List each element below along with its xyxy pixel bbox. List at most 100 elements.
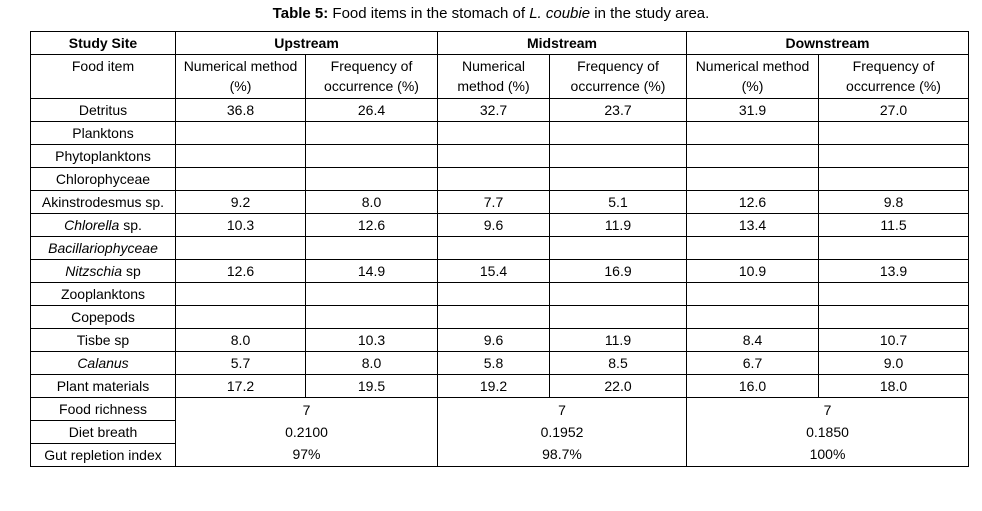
value-cell [549,144,687,168]
value-cell [305,167,438,191]
value-cell: 32.7 [437,98,550,122]
food-item-italic: Nitzschia [65,263,123,279]
value-cell: 36.8 [175,98,306,122]
value-cell: 18.0 [818,374,969,398]
summary-value: 7 [302,402,311,418]
data-row: Plant materials 17.2 19.5 19.2 22.0 16.0 18.0 [30,374,969,398]
value-cell: 27.0 [818,98,969,122]
value-cell [437,144,550,168]
food-item: Akinstrodesmus sp. [30,190,176,214]
value-cell: 8.0 [175,328,306,352]
value-cell: 12.6 [686,190,819,214]
food-item: Chlorella sp. [30,213,176,237]
value-cell: 19.5 [305,374,438,398]
value-cell: 5.1 [549,190,687,214]
value-cell: 8.0 [305,190,438,214]
value-cell [686,121,819,145]
value-cell [818,121,969,145]
value-cell: 7.7 [437,190,550,214]
value-cell: 9.8 [818,190,969,214]
value-cell [305,236,438,260]
title-label: Table 5: [272,5,329,22]
value-cell [818,282,969,306]
value-cell [437,167,550,191]
food-item-text: Akinstrodesmus sp. [41,194,165,210]
title-text: Food items in the stomach of [332,5,526,22]
food-item: Phytoplanktons [30,144,176,168]
value-cell [549,236,687,260]
food-item-text: Phytoplanktons [55,148,151,164]
value-cell: 12.6 [305,213,438,237]
value-cell [818,305,969,329]
food-item-text: Copepods [71,309,135,325]
value-cell [437,236,550,260]
food-item: Nitzschia sp [30,259,176,283]
food-item: Zooplanktons [30,282,176,306]
value-cell: 12.6 [175,259,306,283]
data-row: Tisbe sp 8.0 10.3 9.6 11.9 8.4 10.7 [30,328,969,352]
summary-value: 97% [292,446,321,462]
summary-row: Food richness 7 0.2100 97% 7 0.1952 98.7% 7 0.18… [30,397,969,467]
value-cell [549,167,687,191]
data-row: Phytoplanktons [30,144,969,168]
value-cell: 10.3 [305,328,438,352]
food-item-text: sp. [123,217,142,233]
food-item: Planktons [30,121,176,145]
food-item-text: Detritus [78,102,128,118]
value-cell [437,121,550,145]
subheader-row: Food item Numerical method (%) Frequency o… [30,54,969,99]
value-cell: 8.4 [686,328,819,352]
summary-label: Gut repletion index [30,443,176,467]
header-cell: Food item [30,54,176,99]
food-item-text: Plant materials [56,378,150,394]
method-header: Frequency of occurrence (%) [305,54,438,99]
value-cell: 16.0 [686,374,819,398]
data-row: Calanus 5.7 8.0 5.8 8.5 6.7 9.0 [30,351,969,375]
food-item: Tisbe sp [30,328,176,352]
value-cell [305,305,438,329]
value-cell: 10.3 [175,213,306,237]
value-cell: 13.9 [818,259,969,283]
value-cell [175,121,306,145]
value-cell: 23.7 [549,98,687,122]
method-header: Numerical method (%) [437,54,550,99]
data-row: Nitzschia sp 12.6 14.9 15.4 16.9 10.9 13.9 [30,259,969,283]
value-cell [818,236,969,260]
value-cell [818,144,969,168]
summary-value: 100% [809,446,846,462]
value-cell [686,305,819,329]
food-item: Bacillariophyceae [30,236,176,260]
data-row: Planktons [30,121,969,145]
value-cell [686,144,819,168]
data-row: Bacillariophyceae [30,236,969,260]
value-cell: 15.4 [437,259,550,283]
summary-cell: 7 0.1952 98.7% [437,397,687,467]
value-cell [437,305,550,329]
food-item: Calanus [30,351,176,375]
site-header: Upstream [175,31,438,55]
value-cell [818,167,969,191]
site-header: Downstream [686,31,969,55]
value-cell [549,305,687,329]
value-cell [686,167,819,191]
food-item: Chlorophyceae [30,167,176,191]
food-item-text: Tisbe sp [76,332,130,348]
food-item-text: Planktons [72,125,134,141]
value-cell: 17.2 [175,374,306,398]
value-cell: 5.7 [175,351,306,375]
food-item-italic: Chlorella [64,217,120,233]
method-header: Frequency of occurrence (%) [549,54,687,99]
summary-value: 0.1850 [806,424,849,440]
value-cell: 13.4 [686,213,819,237]
summary-cell: 7 0.2100 97% [175,397,438,467]
value-cell [549,282,687,306]
title-species: L. coubie [529,5,591,22]
food-item: Plant materials [30,374,176,398]
value-cell: 9.6 [437,328,550,352]
value-cell [686,282,819,306]
value-cell: 16.9 [549,259,687,283]
method-header: Frequency of occurrence (%) [818,54,969,99]
value-cell [437,282,550,306]
value-cell [175,282,306,306]
summary-label: Diet breath [30,420,176,444]
